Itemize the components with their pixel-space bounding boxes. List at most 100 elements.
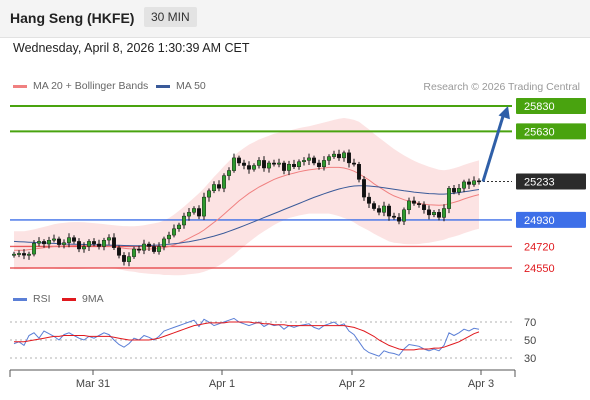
candle-body — [267, 162, 272, 169]
bollinger-band-layer — [14, 118, 479, 276]
candle-body — [161, 238, 166, 247]
credit-text: Research © 2026 Trading Central — [423, 81, 580, 93]
candle-body — [86, 241, 91, 247]
projection-arrow-line — [481, 112, 506, 182]
candle-body — [236, 157, 241, 164]
candle — [76, 238, 81, 253]
candle-body — [467, 181, 472, 185]
candle — [221, 173, 226, 193]
candle-body — [121, 255, 126, 262]
candle — [226, 167, 231, 181]
legend-ma50-swatch — [156, 84, 170, 88]
x-tick-label: Mar 31 — [76, 378, 110, 390]
candle — [181, 212, 186, 229]
candle-body — [477, 180, 482, 183]
legend-ma50-label: MA 50 — [176, 80, 206, 92]
candle — [282, 160, 287, 175]
candle-body — [437, 212, 442, 218]
level-label-25630: 25630 — [524, 126, 555, 138]
candle-body — [382, 205, 387, 213]
projection-arrow-head — [498, 106, 510, 120]
candle — [57, 236, 62, 248]
candle — [292, 159, 297, 169]
candle-body — [106, 237, 111, 241]
candle — [337, 149, 342, 161]
candle-body — [422, 204, 427, 210]
rsi-level-label-30: 30 — [524, 353, 536, 365]
candle — [377, 205, 382, 216]
datetime-text: Wednesday, April 8, 2026 1:30:39 AM CET — [13, 41, 250, 55]
candle-body — [211, 184, 216, 192]
candle — [312, 155, 317, 166]
candle-body — [101, 239, 106, 247]
candle-body — [282, 162, 287, 171]
candle — [106, 234, 111, 245]
rsi-line — [13, 317, 480, 357]
legend-9ma: 9MA — [62, 293, 104, 305]
candle-body — [292, 163, 297, 167]
candle-body — [71, 237, 76, 242]
candle — [126, 252, 131, 267]
candle — [17, 250, 22, 258]
candle — [206, 188, 211, 202]
candle-body — [116, 247, 121, 256]
candle-body — [251, 165, 256, 170]
candle-body — [462, 181, 467, 189]
legend-9ma-swatch — [62, 297, 76, 301]
candle-body — [146, 243, 151, 247]
candle-body — [287, 163, 292, 171]
candle — [246, 161, 251, 174]
candle — [317, 159, 322, 170]
candle — [287, 160, 292, 176]
candle — [362, 176, 367, 201]
candle-body — [397, 217, 402, 222]
candle — [332, 150, 337, 159]
candle-body — [257, 160, 262, 166]
title-bar: Hang Seng (HKFE) 30 MIN — [0, 0, 590, 38]
candle-body — [176, 224, 181, 229]
candle-body — [307, 157, 312, 161]
x-tick-label: Apr 1 — [209, 378, 235, 390]
bollinger-band — [14, 118, 479, 276]
candle — [457, 184, 462, 196]
timeframe-badge[interactable]: 30 MIN — [144, 7, 197, 27]
candle-body — [432, 212, 437, 216]
candle-body — [181, 215, 186, 226]
candle — [121, 252, 126, 266]
candle — [372, 201, 377, 211]
candle-body — [11, 253, 16, 256]
candle — [116, 245, 121, 259]
level-label-24550: 24550 — [524, 263, 555, 275]
candle-body — [156, 246, 161, 252]
candle — [357, 161, 362, 183]
level-label-box-24930 — [516, 211, 586, 228]
candle-body — [417, 203, 422, 205]
candle-body — [327, 156, 332, 161]
candle — [262, 156, 267, 172]
candle-body — [241, 162, 246, 166]
candle-body — [17, 253, 22, 255]
candle — [146, 241, 151, 251]
candle — [251, 163, 256, 172]
candle-body — [76, 241, 81, 250]
candle-body — [312, 157, 317, 164]
candle — [81, 242, 86, 253]
candle — [387, 203, 392, 221]
instrument-title: Hang Seng (HKFE) — [10, 10, 135, 26]
candle-body — [166, 234, 171, 240]
candle — [186, 208, 191, 221]
candle-body — [372, 203, 377, 209]
rsi-level-label-50: 50 — [524, 335, 536, 347]
candle — [86, 239, 91, 251]
candle-body — [91, 241, 96, 245]
candle-body — [216, 184, 221, 189]
candle-body — [362, 179, 367, 198]
candle-body — [47, 239, 52, 245]
legend-ma20-label: MA 20 + Bollinger Bands — [33, 80, 149, 92]
candle-body — [96, 243, 101, 247]
candle-body — [427, 209, 432, 216]
last-price-label-box — [516, 173, 586, 190]
candle-body — [141, 243, 146, 251]
candle — [171, 224, 176, 238]
candle — [42, 239, 47, 248]
